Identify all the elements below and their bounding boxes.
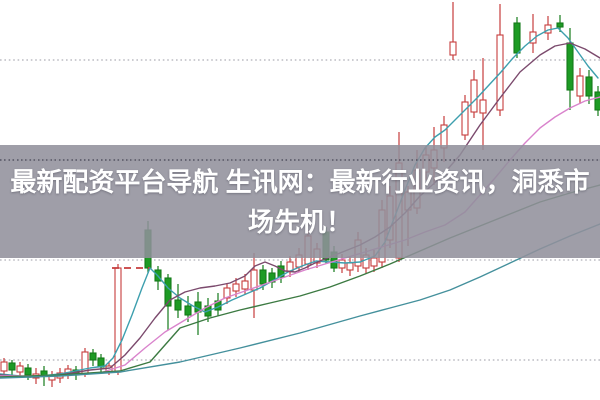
banner-gridline [0, 159, 600, 161]
banner-title-line2: 场先机！ [247, 206, 352, 237]
title-banner: 最新配资平台导航 生讯网：最新行业资讯，洞悉市 场先机！ [0, 145, 600, 258]
banner-title-line1: 最新配资平台导航 生讯网：最新行业资讯，洞悉市 [10, 166, 590, 197]
